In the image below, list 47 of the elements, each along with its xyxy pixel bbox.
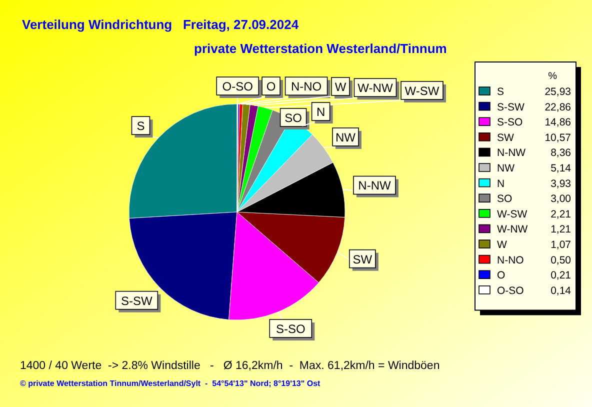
legend-label: N-NO xyxy=(497,254,524,266)
chart-title: Verteilung Windrichtung Freitag, 27.09.2024 xyxy=(22,17,300,32)
slice-label: NW xyxy=(336,130,356,144)
slice-label: S xyxy=(136,119,145,134)
data-label: 1,21 xyxy=(550,224,572,236)
legend-label: N xyxy=(497,178,505,190)
legend-label: O-SO xyxy=(497,284,524,297)
data-label: 8,36 xyxy=(550,147,572,160)
slice-label: N-NW xyxy=(358,178,392,193)
text: 1400 / 40 Werte -> 2.8% Windstille - Ø 16,2km/h - Max. 61,2km/h = Windböen xyxy=(20,360,440,372)
legend-label: NW xyxy=(497,162,515,174)
data-label: 22,86 xyxy=(544,101,572,114)
legend-label: SW xyxy=(497,132,514,144)
data-label: 1,07 xyxy=(550,239,572,251)
data-label: 14,86 xyxy=(544,116,572,129)
chart-subtitle: private Wetterstation Westerland/Tinnum xyxy=(194,41,447,56)
data-label: 5,14 xyxy=(550,162,572,174)
data-label: 10,57 xyxy=(544,132,572,144)
legend-label: S-SW xyxy=(497,101,525,114)
legend-label: N-NW xyxy=(497,147,526,160)
data-label: 0,50 xyxy=(550,254,572,266)
data-label: 25,93 xyxy=(544,86,572,98)
slice-label: S-SO xyxy=(276,322,306,336)
legend-label: O xyxy=(497,270,506,282)
legend-label: W-NW xyxy=(497,224,528,236)
legend-label: W-SW xyxy=(497,208,528,220)
legend-label: S-SO xyxy=(497,116,523,129)
data-label: 2,21 xyxy=(550,208,572,220)
slice-label: O xyxy=(266,80,276,94)
slice-label: W-SW xyxy=(404,84,440,98)
slice-label: W xyxy=(334,80,347,94)
slice-label: SW xyxy=(352,252,373,266)
slice-label: W-NW xyxy=(358,81,394,96)
slice-label: N xyxy=(316,105,326,120)
slice-label: SO xyxy=(284,110,302,125)
legend-label: W xyxy=(497,239,507,251)
legend-label: S xyxy=(497,86,504,98)
text: © private Wetterstation Tinnum/Westerland/Sylt - 54°54'13" Nord; 8°19'13" Ost xyxy=(20,379,321,388)
data-label: 3,00 xyxy=(550,193,572,206)
slice-label: S-SW xyxy=(120,294,153,308)
slice-label: O-SO xyxy=(222,80,253,94)
legend-title: % xyxy=(548,71,558,82)
slice-label: N-NO xyxy=(290,80,322,94)
data-label: 0,21 xyxy=(550,270,572,282)
data-label: 3,93 xyxy=(550,178,572,190)
data-label: 0,14 xyxy=(550,284,572,297)
legend-label: SO xyxy=(497,193,512,206)
